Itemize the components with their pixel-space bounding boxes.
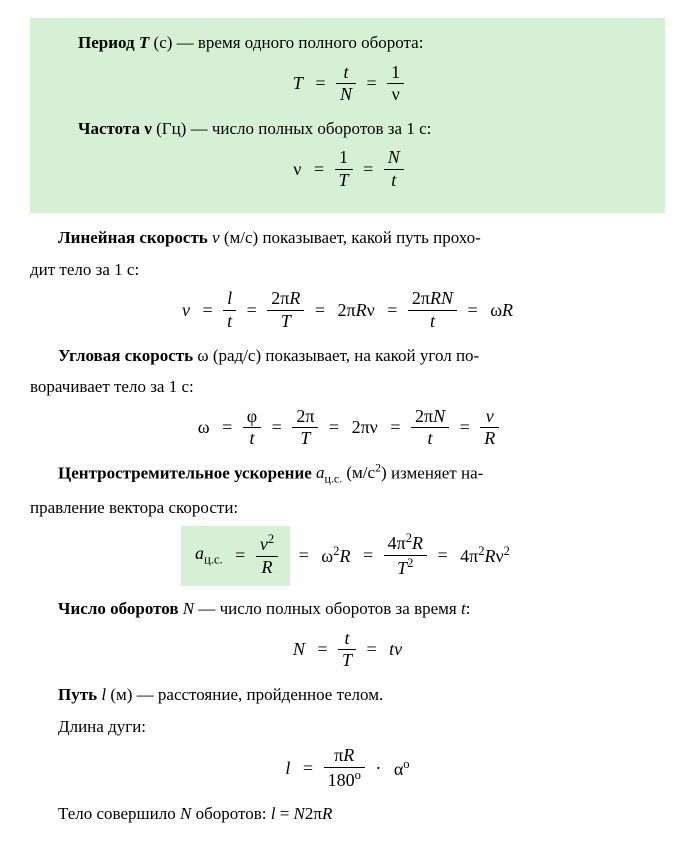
symbol-N: N	[183, 599, 194, 618]
arc-length-line: Длина дуги:	[30, 714, 665, 740]
angular-velocity-formula: ω = φ t = 2π T = 2πν = 2πN t = v R	[30, 406, 665, 450]
angular-velocity-desc-1: показывает, на какой угол по-	[265, 346, 479, 365]
centripetal-desc-1: изменяет на-	[391, 463, 483, 482]
linear-velocity-desc-1: показывает, какой путь прохо-	[262, 228, 480, 247]
period-desc: — время одного полного оборота:	[177, 33, 424, 52]
linear-velocity-line1: Линейная скорость v (м/с) показывает, ка…	[30, 225, 665, 251]
frequency-definition-line: Частота ν (Гц) — число полных оборотов з…	[50, 116, 645, 142]
period-definition-line: Период T (с) — время одного полного обор…	[50, 30, 645, 56]
revolutions-line: Число оборотов N — число полных оборотов…	[30, 596, 665, 622]
unit-m: (м)	[110, 685, 132, 704]
period-lhs: T	[293, 73, 303, 94]
unit-mps: (м/с)	[224, 228, 258, 247]
frequency-formula: ν = 1 T = N t	[50, 147, 645, 191]
period-frac-t-N: t N	[336, 62, 356, 106]
frequency-frac-N-t: N t	[384, 147, 404, 191]
final-line: Тело совершило N оборотов: l = N2πR	[30, 801, 665, 827]
path-line: Путь l (м) — расстояние, пройденное тело…	[30, 682, 665, 708]
arc-length-formula: l = πR 180o · αo	[30, 745, 665, 791]
term-angular-velocity: Угловая скорость	[58, 346, 193, 365]
symbol-nu: ν	[144, 119, 152, 138]
physics-document-page: Период T (с) — время одного полного обор…	[0, 0, 695, 853]
symbol-a-cs: aц.с.	[316, 463, 346, 482]
path-desc: — расстояние, пройденное телом.	[137, 685, 384, 704]
term-linear-velocity: Линейная скорость	[58, 228, 208, 247]
symbol-omega: ω	[197, 346, 208, 365]
angular-velocity-line2: ворачивает тело за 1 с:	[30, 374, 665, 400]
unit-mps2: (м/с2)	[346, 463, 391, 482]
term-frequency: Частота	[78, 119, 140, 138]
unit-seconds: (с)	[154, 33, 173, 52]
unit-hz: (Гц)	[156, 119, 186, 138]
linear-velocity-line2: дит тело за 1 с:	[30, 257, 665, 283]
centripetal-formula: aц.с. = v2 R = ω2R = 4π2R T2 = 4π2Rν2	[30, 526, 665, 586]
period-formula: T = t N = 1 ν	[50, 62, 645, 106]
symbol-l: l	[101, 685, 106, 704]
term-period: Период	[78, 33, 135, 52]
frequency-desc: — число полных оборотов за 1 с:	[191, 119, 432, 138]
highlight-box-period-frequency: Период T (с) — время одного полного обор…	[30, 18, 665, 213]
term-path: Путь	[58, 685, 97, 704]
unit-radps: (рад/с)	[213, 346, 261, 365]
linear-velocity-formula: v = l t = 2πR T = 2πRν = 2πRN t = ωR	[30, 288, 665, 332]
revolutions-formula: N = t T = tν	[30, 628, 665, 672]
term-centripetal: Центростремительное ускорение	[58, 463, 312, 482]
centripetal-highlight: aц.с. = v2 R	[181, 526, 290, 586]
symbol-v: v	[212, 228, 220, 247]
term-revolutions: Число оборотов	[58, 599, 179, 618]
revolutions-desc: — число полных оборотов за время	[198, 599, 461, 618]
frequency-lhs: ν	[293, 159, 301, 180]
centripetal-line1: Центростремительное ускорение aц.с. (м/с…	[30, 460, 665, 489]
centripetal-line2: правление вектора скорости:	[30, 495, 665, 521]
period-frac-1-nu: 1 ν	[387, 62, 404, 106]
frequency-frac-1-T: 1 T	[335, 147, 353, 191]
symbol-T: T	[139, 33, 149, 52]
angular-velocity-line1: Угловая скорость ω (рад/с) показывает, н…	[30, 343, 665, 369]
